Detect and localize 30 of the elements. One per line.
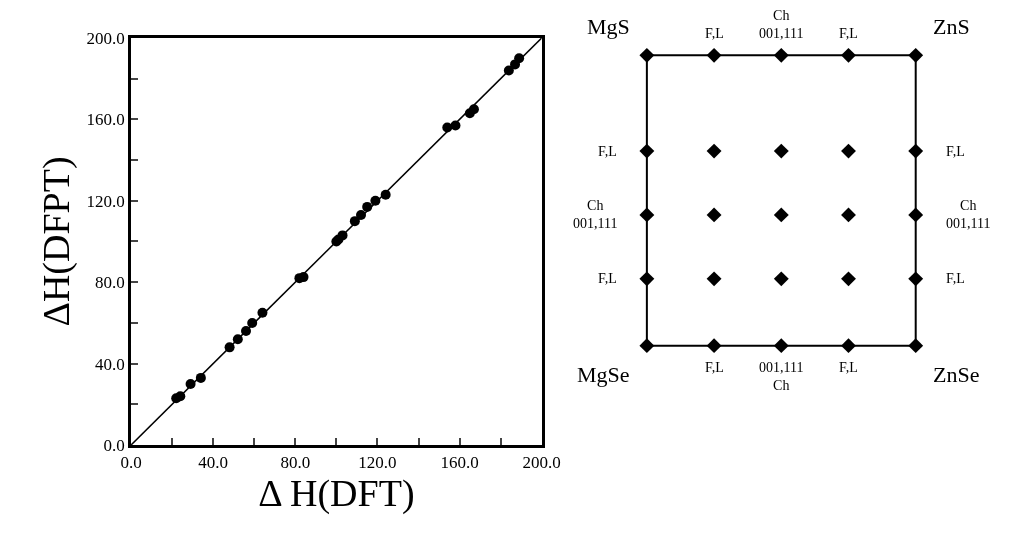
text: 001,111 Ch	[759, 360, 804, 394]
text: Ch 001,111	[759, 8, 804, 42]
y-tick-label: 160.0	[86, 110, 125, 130]
y-tick-label: 80.0	[94, 273, 125, 293]
x-tick-label: 200.0	[522, 453, 561, 473]
text: F,L	[946, 144, 965, 159]
text: F,L	[946, 271, 965, 286]
y-axis-title: ΔH(DFPT)	[34, 156, 78, 327]
text: Ch 001,111	[946, 198, 991, 232]
y-tick-label: 40.0	[94, 354, 125, 374]
text: F,L	[705, 26, 724, 41]
y-tick-label: 120.0	[86, 191, 125, 211]
text: F,L	[839, 360, 858, 375]
text: ZnS	[933, 14, 970, 39]
text: F,L	[705, 360, 724, 375]
x-tick-label: 80.0	[280, 453, 311, 473]
x-axis-title: Δ H(DFT)	[258, 472, 415, 516]
x-tick-label: 40.0	[198, 453, 229, 473]
text: MgS	[587, 14, 630, 39]
x-tick-label: 120.0	[358, 453, 397, 473]
text: F,L	[598, 271, 617, 286]
x-tick-label: 160.0	[440, 453, 479, 473]
text: ZnSe	[933, 362, 980, 387]
y-tick-label: 0.0	[103, 436, 125, 455]
text: Ch 001,111	[573, 198, 618, 232]
y-tick-label: 200.0	[86, 28, 125, 48]
text: F,L	[598, 144, 617, 159]
text: MgSe	[577, 362, 630, 387]
text: F,L	[839, 26, 858, 41]
x-tick-label: 0.0	[120, 453, 142, 473]
